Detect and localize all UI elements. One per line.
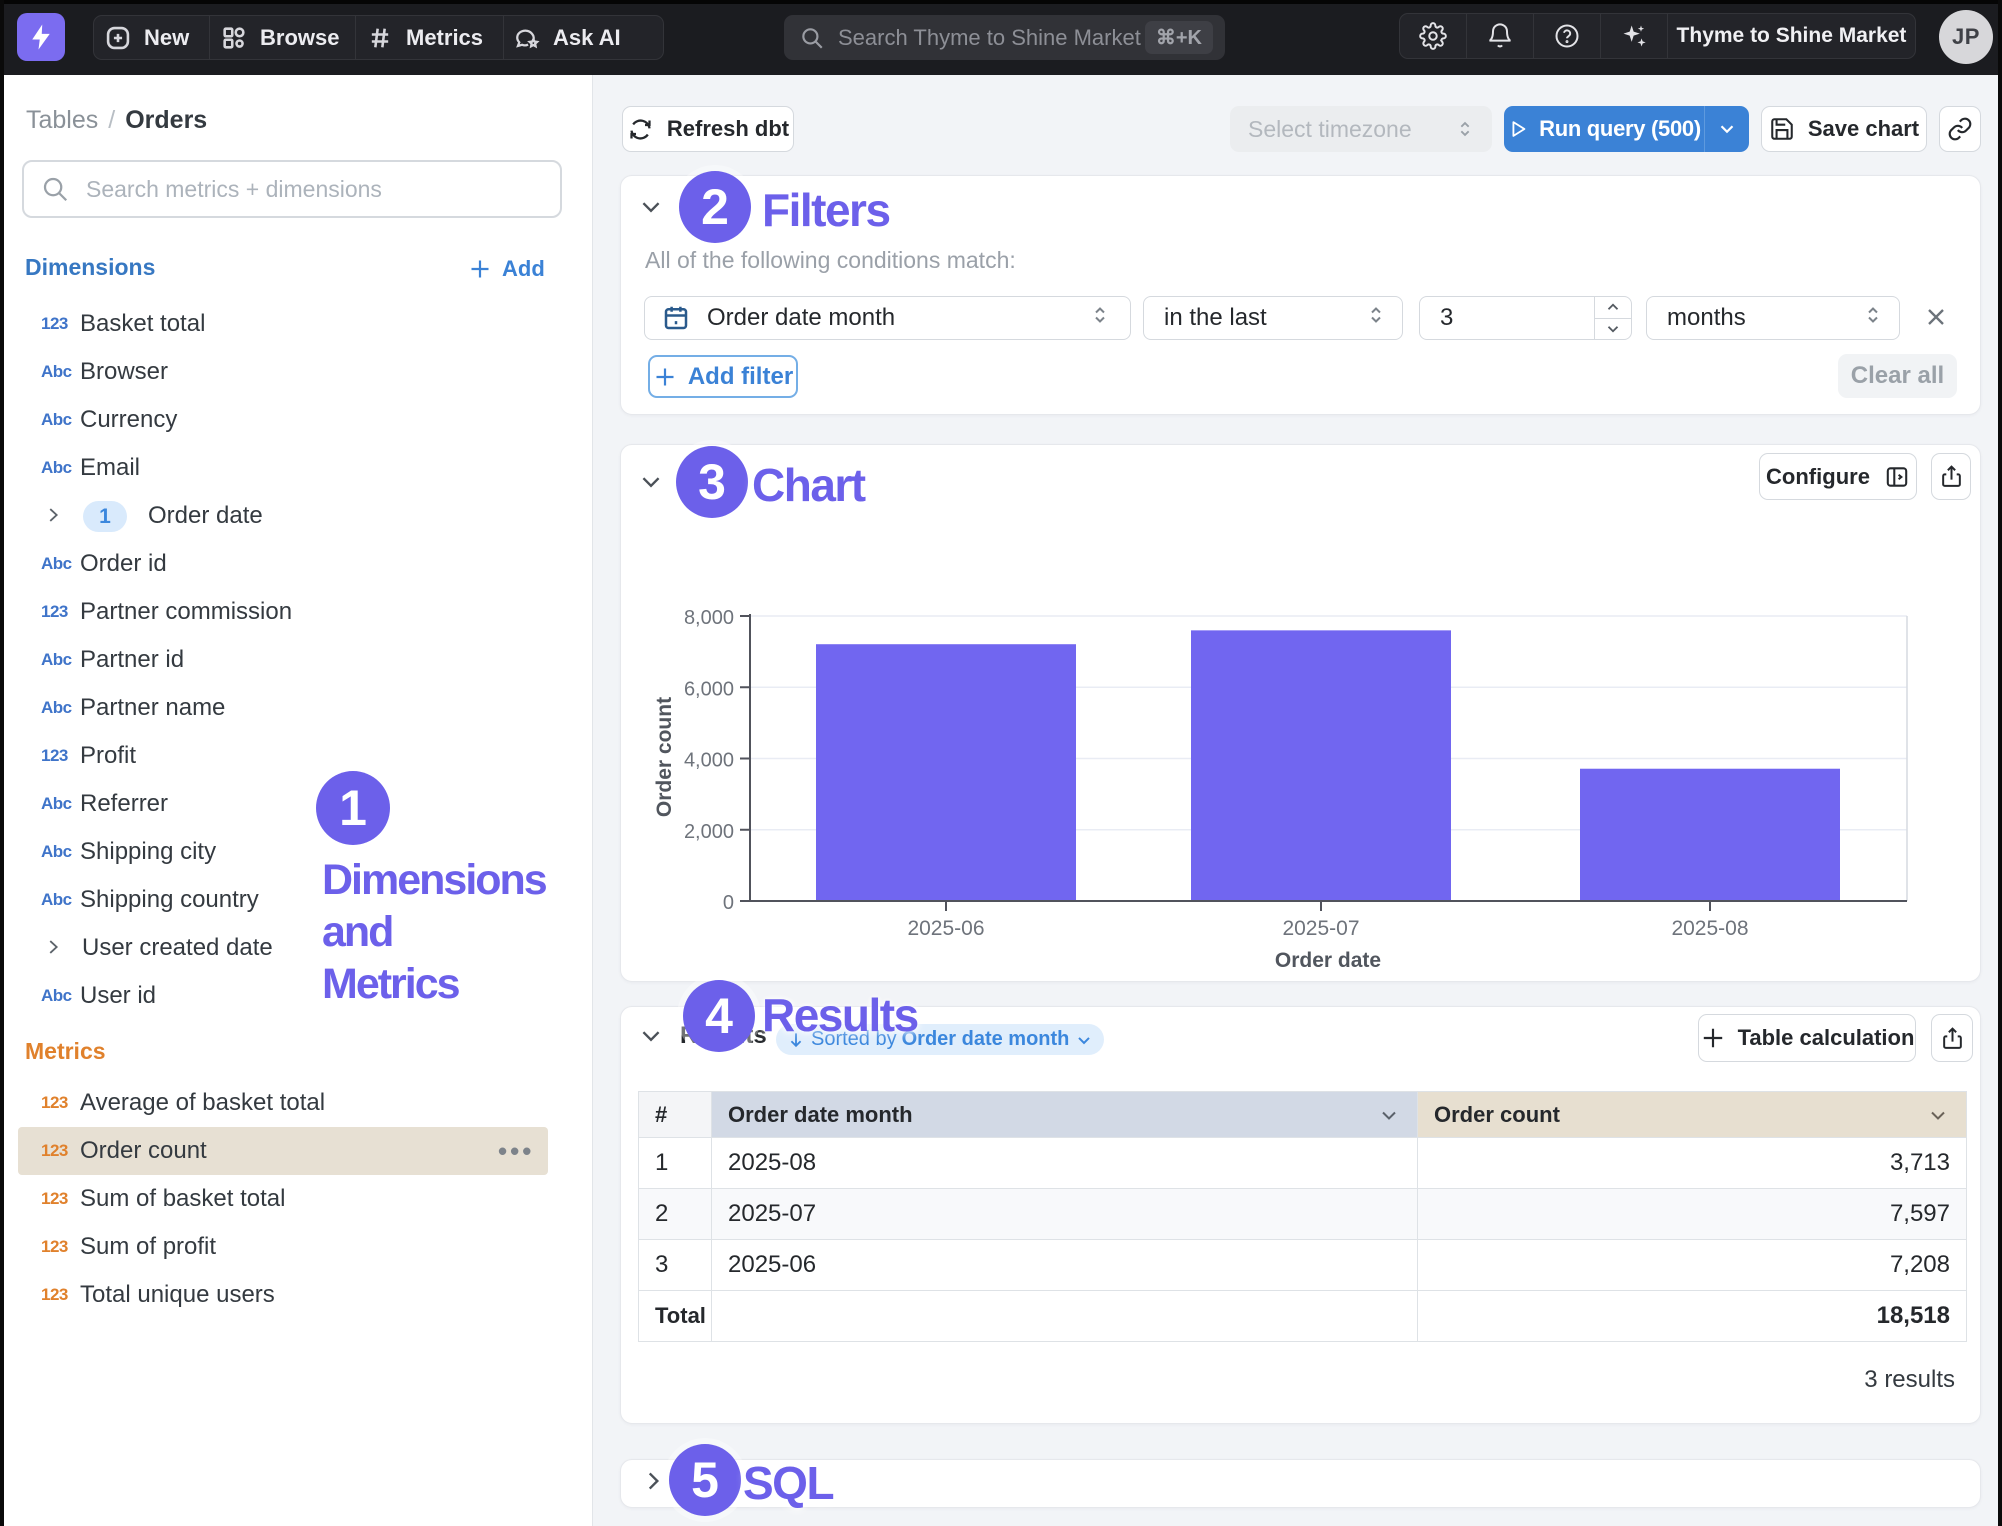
svg-text:4,000: 4,000: [684, 750, 734, 772]
svg-text:6,000: 6,000: [684, 678, 734, 700]
svg-text:8,000: 8,000: [684, 607, 734, 629]
svg-text:2,000: 2,000: [684, 821, 734, 843]
svg-text:2025-07: 2025-07: [1282, 917, 1359, 940]
svg-text:2025-08: 2025-08: [1671, 917, 1748, 940]
svg-text:Order date: Order date: [1275, 949, 1381, 972]
svg-text:Order count: Order count: [653, 697, 676, 817]
svg-text:2025-06: 2025-06: [907, 917, 984, 940]
svg-text:0: 0: [723, 892, 734, 914]
